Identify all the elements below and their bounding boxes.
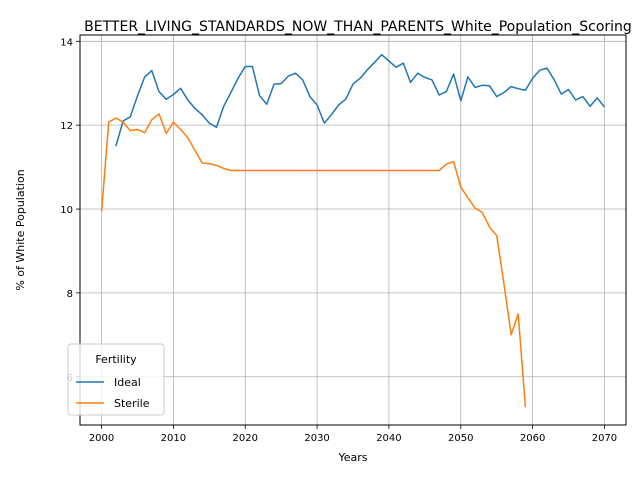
y-tick-label: 8 xyxy=(67,289,73,300)
x-tick-label: 2060 xyxy=(520,433,545,444)
y-tick-label: 12 xyxy=(60,121,73,132)
y-tick-label: 14 xyxy=(60,37,73,48)
x-tick-label: 2030 xyxy=(304,433,329,444)
x-tick-label: 2050 xyxy=(448,433,473,444)
legend: Fertility Ideal Sterile xyxy=(68,344,164,415)
legend-label: Ideal xyxy=(114,376,141,389)
x-axis-label: Years xyxy=(337,451,367,464)
chart-title: BETTER_LIVING_STANDARDS_NOW_THAN_PARENTS… xyxy=(84,19,632,35)
x-tick-label: 2020 xyxy=(233,433,258,444)
x-tick-label: 2040 xyxy=(376,433,401,444)
legend-title: Fertility xyxy=(95,353,137,366)
y-tick-label: 10 xyxy=(60,205,73,216)
x-tick-label: 2000 xyxy=(89,433,114,444)
x-tick-label: 2010 xyxy=(161,433,186,444)
y-axis-label: % of White Population xyxy=(14,169,27,290)
x-tick-label: 2070 xyxy=(592,433,617,444)
legend-label: Sterile xyxy=(114,397,150,410)
